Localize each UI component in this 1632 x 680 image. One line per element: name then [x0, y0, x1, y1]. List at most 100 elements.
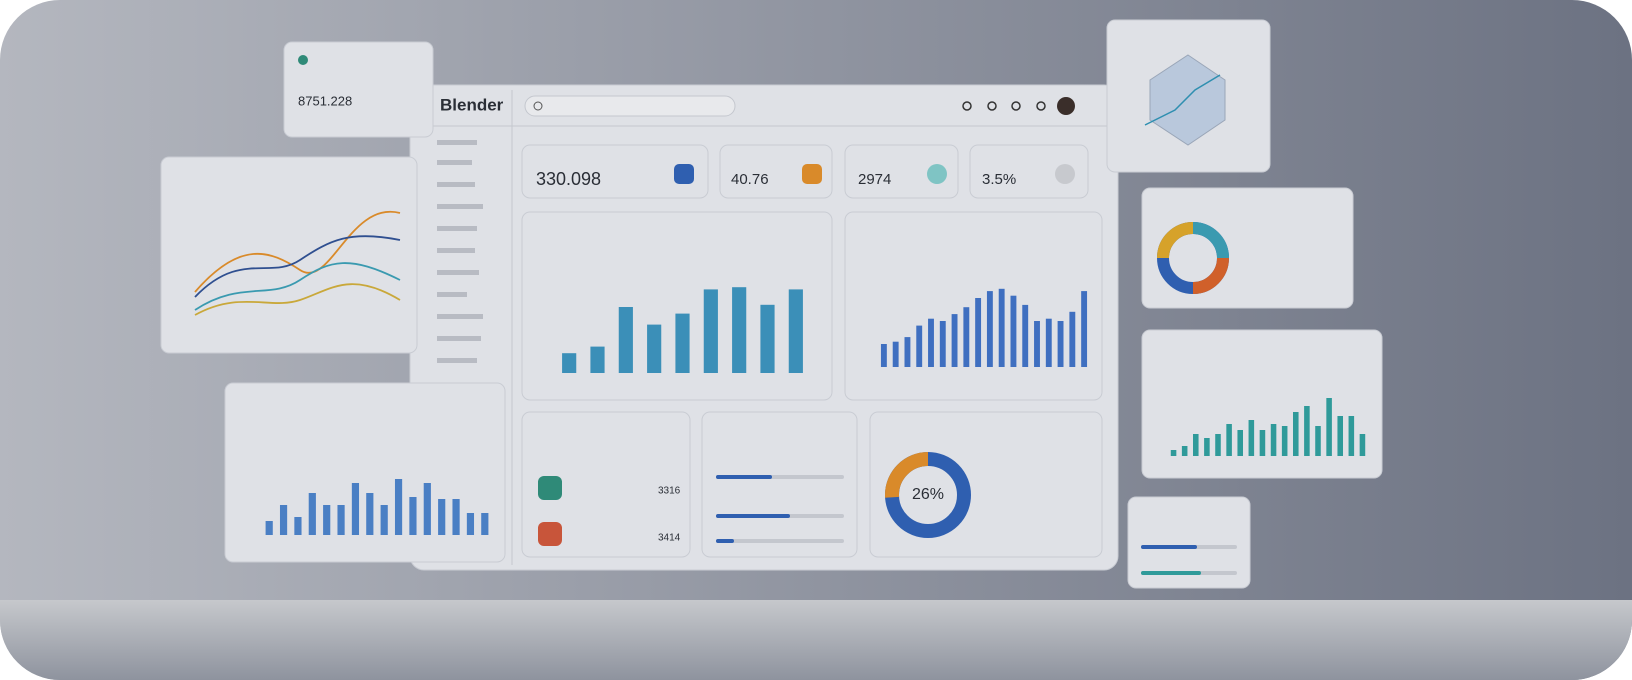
bar	[1304, 406, 1310, 456]
bar	[1259, 430, 1266, 456]
chart-panel	[844, 211, 1103, 401]
kpi-icon	[1055, 164, 1075, 184]
progress-panel	[701, 411, 858, 558]
line-series	[194, 210, 401, 316]
customer-icon	[538, 522, 562, 546]
bar	[366, 493, 374, 535]
bar	[788, 289, 803, 373]
customer-icon	[538, 476, 562, 500]
bar	[1081, 291, 1088, 367]
bar	[351, 483, 360, 535]
kpi-value: 2974	[858, 171, 891, 188]
bar	[1359, 434, 1366, 456]
search-icon	[533, 101, 543, 111]
float-card	[283, 41, 434, 138]
bar	[279, 505, 288, 535]
bar	[1045, 318, 1052, 367]
bar	[1069, 311, 1076, 367]
bar	[438, 499, 446, 535]
bar	[1337, 416, 1343, 456]
bar	[732, 287, 747, 373]
bar	[951, 314, 958, 367]
progress-card	[1127, 496, 1251, 589]
bar	[394, 479, 403, 535]
customer-value: 3414	[658, 533, 681, 544]
bar	[618, 307, 633, 373]
kpi-card	[844, 144, 959, 199]
bar	[916, 325, 923, 367]
bar	[939, 321, 946, 367]
kpi-icon	[674, 164, 694, 184]
bar	[337, 505, 345, 535]
bar	[880, 344, 887, 367]
bar	[265, 521, 273, 535]
bar	[1226, 424, 1232, 456]
radar-line	[1144, 74, 1221, 126]
bar	[675, 313, 690, 373]
floor	[0, 600, 1632, 680]
float-value: 8751.228	[298, 93, 352, 108]
bar	[1204, 438, 1210, 456]
donut-label: 26%	[912, 486, 944, 503]
bar	[1248, 420, 1255, 456]
bar	[1237, 430, 1243, 456]
bar	[590, 346, 605, 373]
kpi-icon	[802, 164, 822, 184]
kpi-value: 40.76	[731, 171, 769, 188]
bar	[380, 505, 388, 535]
bar	[1193, 434, 1199, 456]
bar	[1034, 321, 1040, 367]
progress-bars	[716, 475, 844, 543]
pie-panel	[1141, 187, 1354, 309]
bar	[1181, 446, 1188, 456]
kpi-value: 330.098	[536, 169, 601, 189]
bar	[1215, 434, 1221, 456]
bar	[1270, 424, 1277, 456]
bar	[998, 288, 1005, 367]
bar	[963, 307, 970, 367]
bar	[647, 324, 662, 373]
bar	[1057, 321, 1064, 367]
bar	[904, 337, 911, 367]
search[interactable]	[524, 95, 736, 117]
bar	[323, 505, 331, 535]
card-icon	[298, 55, 308, 65]
progress-fill	[1141, 571, 1201, 575]
bar	[986, 291, 993, 367]
bar	[1170, 450, 1177, 456]
bar	[294, 517, 302, 535]
pie-ring	[1157, 222, 1229, 294]
header-icons	[962, 101, 1046, 111]
bar	[562, 353, 577, 373]
donut-panel	[869, 411, 1103, 558]
kpi-card	[719, 144, 833, 199]
bar	[481, 513, 489, 535]
bar	[1326, 398, 1332, 456]
bar	[1293, 412, 1299, 456]
customer-value: 3316	[658, 486, 681, 497]
progress-fill	[1141, 545, 1197, 549]
bar	[1315, 426, 1321, 456]
bar	[1348, 416, 1355, 456]
bar	[308, 493, 316, 535]
radar	[1149, 54, 1226, 146]
bar	[1281, 426, 1288, 456]
brand: Blender	[440, 95, 504, 114]
kpi-card	[521, 144, 709, 199]
bar-panel	[224, 382, 506, 563]
bar	[423, 483, 431, 535]
bar	[452, 499, 460, 535]
bar	[975, 298, 982, 367]
bar	[466, 513, 475, 535]
bar	[703, 289, 718, 373]
donut-arc	[885, 452, 929, 498]
customers-panel	[521, 411, 691, 558]
bar-panel	[1141, 329, 1383, 479]
bar	[409, 497, 417, 535]
bar	[928, 318, 934, 367]
bar	[892, 341, 899, 367]
bar	[760, 304, 775, 373]
kpi-value: 3.5%	[982, 171, 1016, 188]
avatar[interactable]	[1057, 97, 1075, 115]
